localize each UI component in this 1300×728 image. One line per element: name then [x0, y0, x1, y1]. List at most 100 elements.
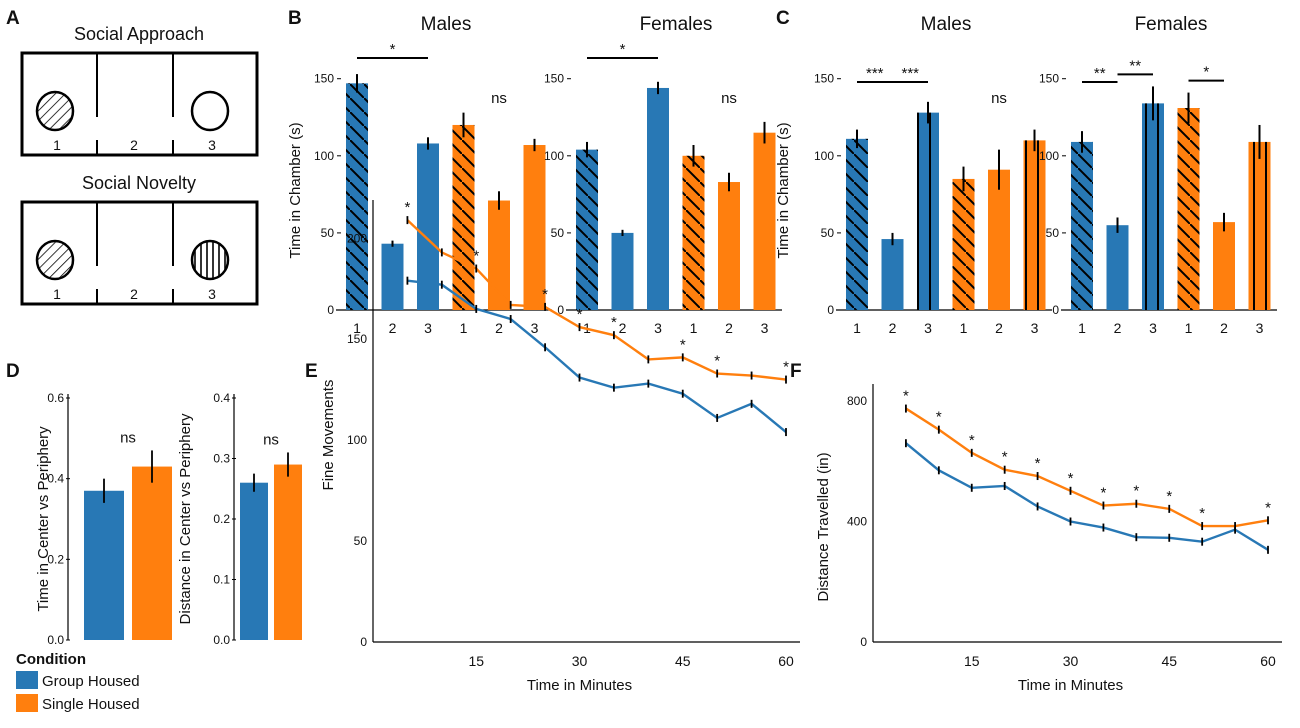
subplot-title: Males [921, 14, 972, 35]
y-axis-label: Time in Chamber (s) [775, 122, 792, 258]
x-tick-label: 3 [424, 320, 432, 336]
significance-label: * [473, 248, 479, 265]
x-axis-label: Time in Minutes [527, 677, 632, 694]
bar-single-chamber-3 [753, 132, 776, 310]
y-tick-label: 150 [347, 332, 367, 346]
bar-group-chamber-2 [611, 232, 634, 310]
x-tick-label: 3 [1149, 320, 1157, 336]
x-tick-label: 3 [654, 320, 662, 336]
legend-swatch-group [16, 671, 38, 689]
bar-hatch [846, 138, 868, 310]
chamber-box [20, 51, 259, 157]
cup-empty-icon [190, 90, 230, 132]
y-tick-label: 100 [314, 149, 334, 163]
significance-label: * [969, 432, 975, 449]
y-tick-label: 800 [847, 394, 867, 408]
x-axis-label: Time in Minutes [1018, 677, 1123, 694]
y-tick-label: 400 [847, 515, 867, 529]
panel-label-d: D [6, 361, 20, 382]
y-axis-label: Distance Travelled (in) [815, 452, 832, 601]
chamber-label: 3 [208, 137, 216, 153]
x-tick-label: 1 [960, 320, 968, 336]
x-tick-label: 2 [889, 320, 897, 336]
significance-label: * [1265, 499, 1271, 516]
x-tick-label: 2 [619, 320, 627, 336]
y-tick-label: 0.2 [47, 552, 64, 566]
bar-hatch [1177, 108, 1200, 310]
cup-familiar-icon [35, 239, 75, 281]
x-tick-label: 2 [725, 320, 733, 336]
series-line-group [905, 442, 1269, 551]
y-axis-label: Fine Movements [320, 380, 337, 491]
x-tick-label: 15 [468, 653, 484, 669]
y-axis-label: Time in Center vs Periphery [35, 426, 52, 612]
bar-hatch [1071, 141, 1093, 310]
ns-label: ns [491, 90, 507, 107]
bar-group-chamber-3 [647, 87, 669, 310]
x-tick-label: 3 [1256, 320, 1264, 336]
series-line-single [406, 219, 787, 381]
bar-hatch [952, 178, 975, 310]
y-axis-label: Time in Chamber (s) [287, 122, 304, 258]
legend: Condition Group Housed Single Housed [16, 651, 140, 713]
significance-label: * [903, 388, 909, 405]
x-tick-label: 30 [1063, 653, 1079, 669]
y-tick-label: 0.2 [213, 512, 230, 526]
ns-label: ns [120, 429, 136, 446]
x-tick-label: 15 [964, 653, 980, 669]
significance-label: * [1133, 483, 1139, 500]
y-tick-label: 0 [860, 635, 867, 649]
significance-label: * [404, 199, 410, 216]
x-tick-label: 2 [389, 320, 397, 336]
y-tick-label: 150 [1039, 72, 1059, 86]
bar-single-chamber-2 [488, 200, 510, 310]
panel-label-b: B [288, 8, 302, 29]
legend-label-single: Single Housed [42, 696, 140, 713]
chamber-label: 1 [53, 137, 61, 153]
x-tick-label: 2 [995, 320, 1003, 336]
significance-label: * [1100, 485, 1106, 502]
significance-label: * [936, 409, 942, 426]
x-tick-label: 1 [353, 320, 361, 336]
bar-hatch [1023, 140, 1046, 310]
significance-label: * [1002, 449, 1008, 466]
bar-single [274, 464, 302, 640]
y-tick-label: 0 [360, 635, 367, 649]
y-axis-label: Distance in Center vs Periphery [177, 413, 194, 624]
y-tick-label: 0.3 [213, 452, 230, 466]
bar-hatch [1142, 103, 1164, 310]
significance-label: * [1166, 488, 1172, 505]
diagram-title: Social Novelty [82, 173, 196, 193]
y-tick-label: 100 [814, 149, 834, 163]
cup-novel-icon [190, 239, 230, 281]
x-tick-label: 3 [761, 320, 769, 336]
bar-single [132, 466, 172, 640]
chamber-label: 2 [130, 286, 138, 302]
y-tick-label: 0 [827, 303, 834, 317]
x-tick-label: 1 [460, 320, 468, 336]
subplot-title: Females [640, 14, 713, 35]
bar-group-chamber-3 [417, 143, 439, 310]
y-tick-label: 0.4 [213, 391, 230, 405]
significance-label: * [1199, 505, 1205, 522]
bar-hatch [576, 149, 598, 310]
panel-label-a: A [6, 8, 20, 29]
x-tick-label: 2 [1220, 320, 1228, 336]
chamber-label: 2 [130, 137, 138, 153]
x-tick-label: 3 [531, 320, 539, 336]
y-tick-label: 50 [321, 226, 335, 240]
bar-hatch [917, 112, 939, 310]
y-tick-label: 0.1 [213, 573, 230, 587]
significance-label: * [680, 336, 686, 353]
x-tick-label: 1 [1078, 320, 1086, 336]
significance-label: ** [1129, 57, 1141, 74]
y-tick-label: 0 [327, 303, 334, 317]
significance-label: * [390, 41, 396, 58]
y-tick-label: 150 [544, 72, 564, 86]
y-tick-label: 200 [347, 231, 367, 245]
significance-label: * [577, 306, 583, 323]
diagram-social-novelty: Social Novelty 1 2 3 [20, 173, 259, 306]
ns-label: ns [263, 431, 279, 448]
significance-label: *** [901, 65, 919, 82]
